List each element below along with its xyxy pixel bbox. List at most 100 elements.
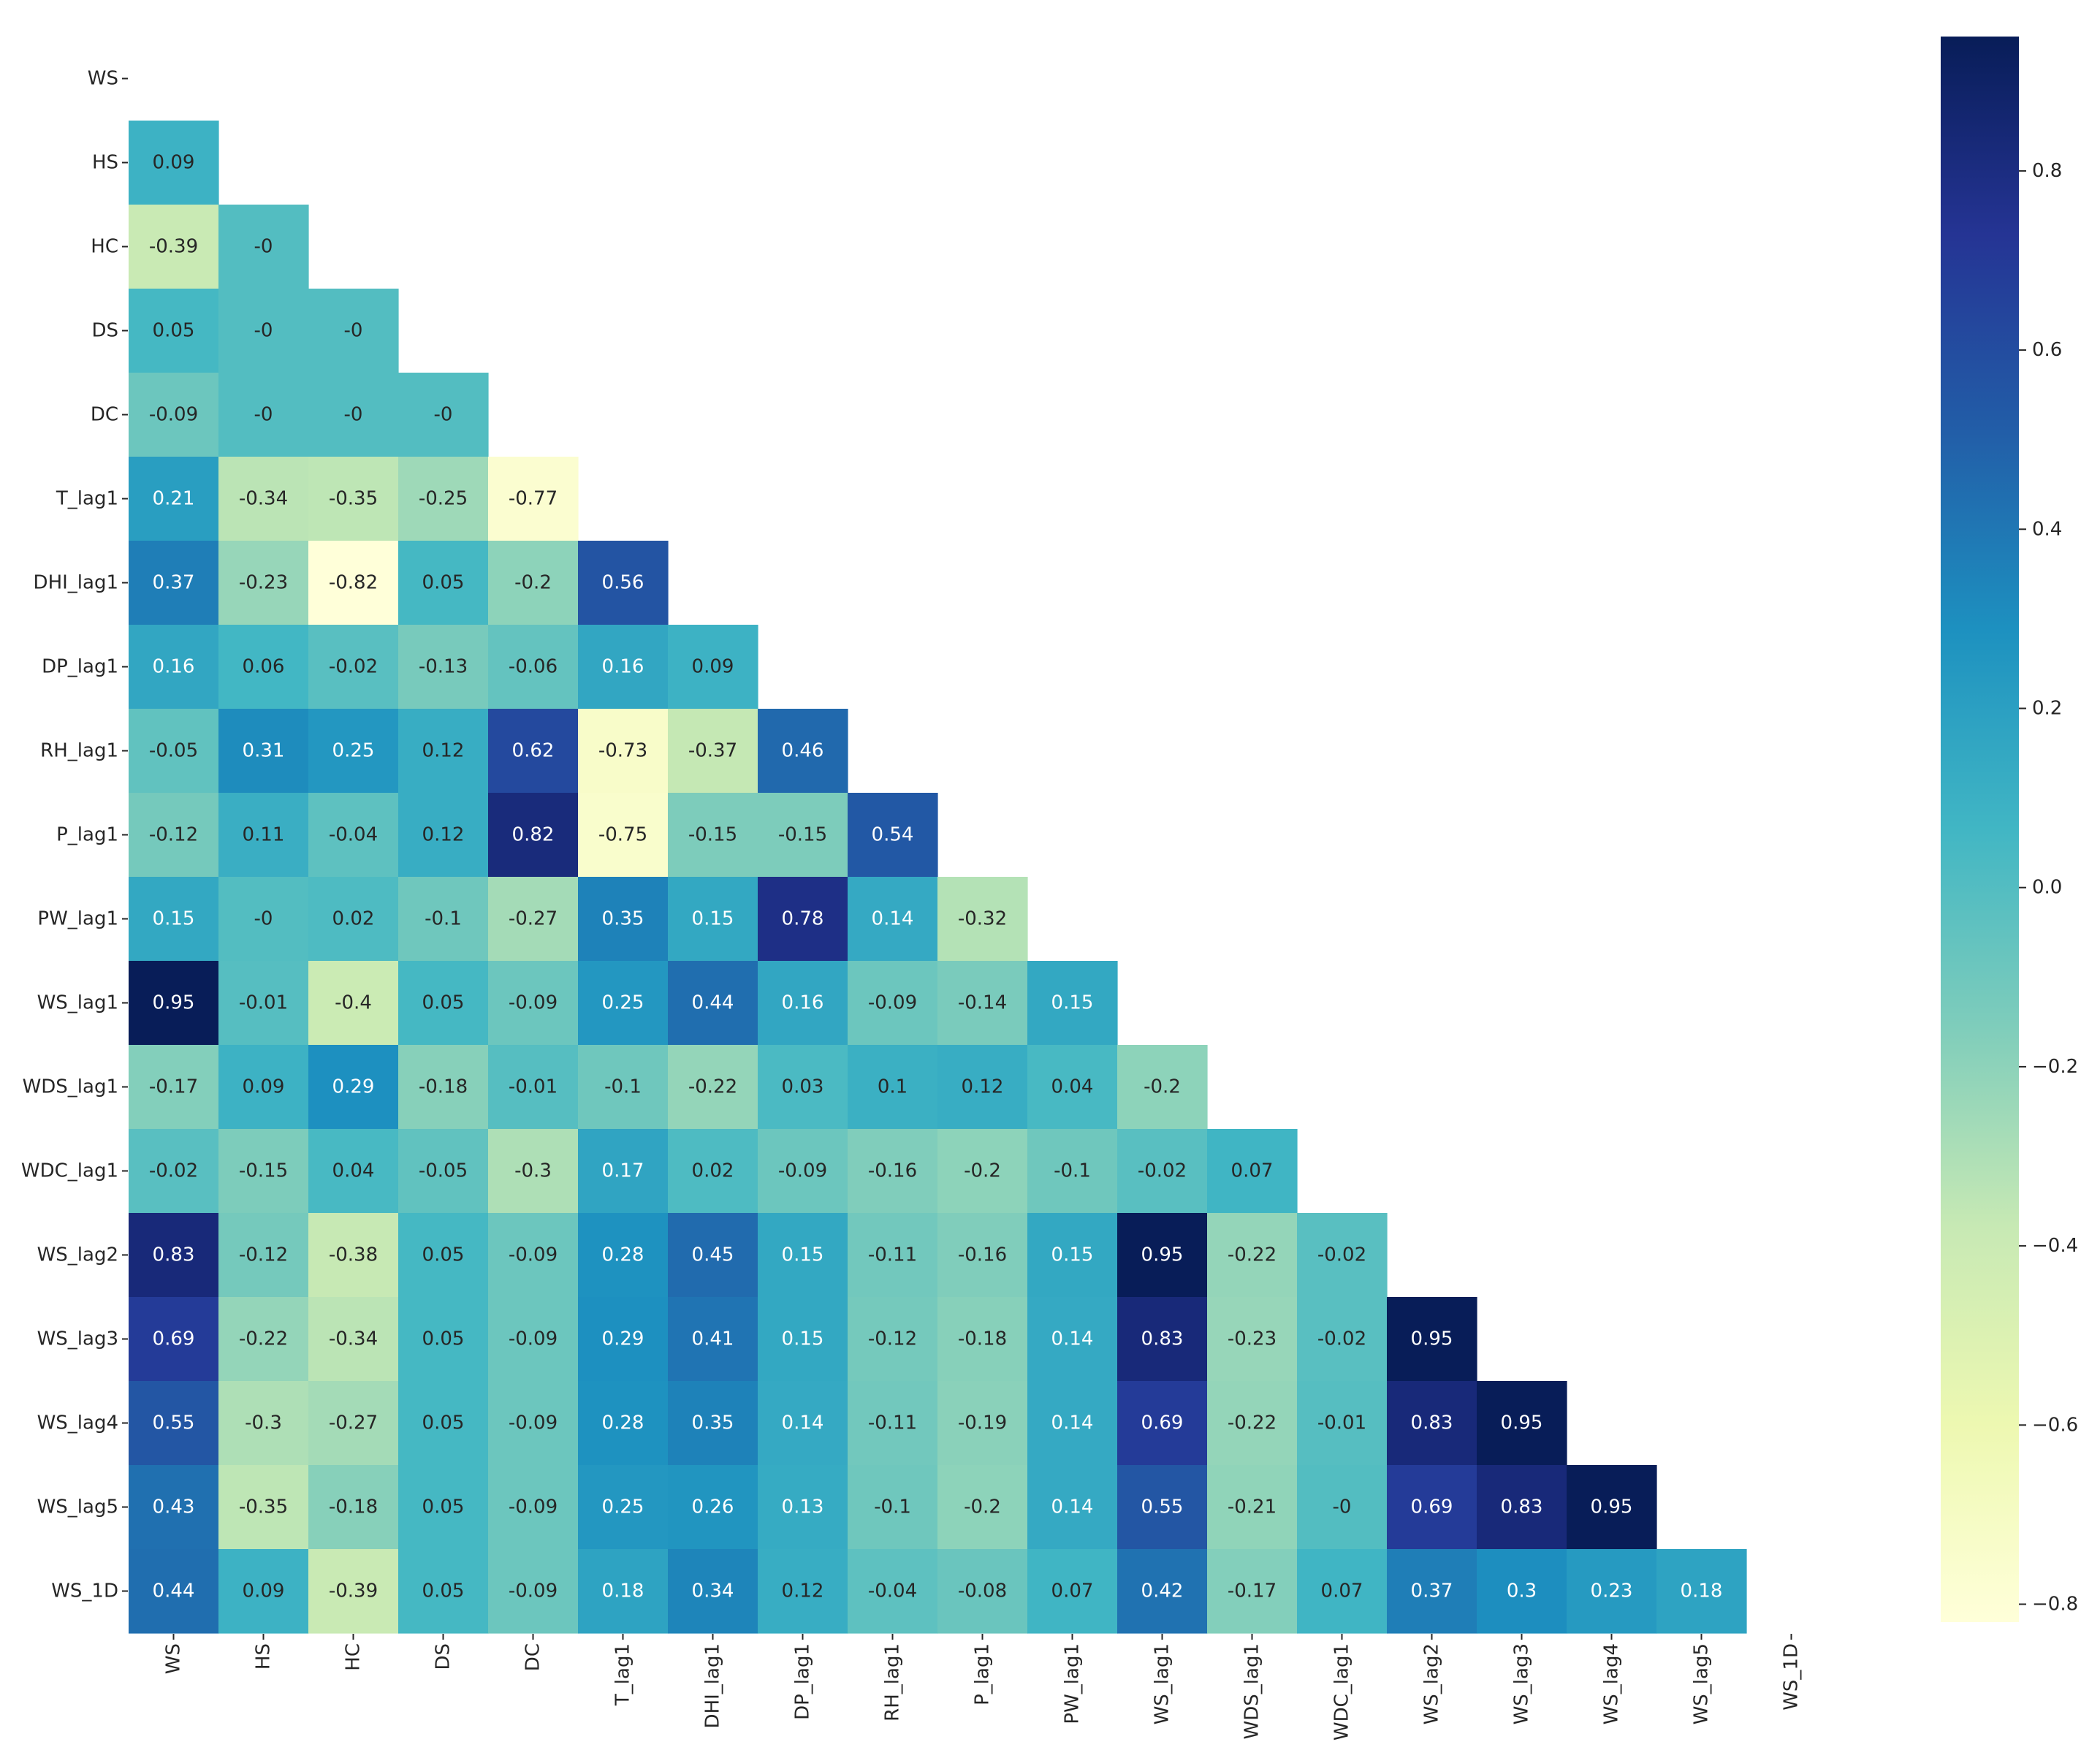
cell-value-label: 0.11 bbox=[243, 824, 285, 846]
heatmap-cell bbox=[129, 1465, 219, 1550]
heatmap-cell bbox=[488, 877, 579, 962]
cell-value-label: -0.09 bbox=[509, 1244, 558, 1266]
heatmap-cell bbox=[398, 541, 489, 625]
heatmap-cell bbox=[488, 1465, 579, 1550]
x-tick-label: WS_lag4 bbox=[1601, 1643, 1623, 1724]
heatmap-cell bbox=[1207, 1213, 1298, 1298]
heatmap-cell bbox=[1477, 1381, 1567, 1466]
cell-value-label: -0.12 bbox=[868, 1328, 917, 1350]
cell-value-label: -0.1 bbox=[1054, 1160, 1091, 1182]
cell-value-label: -0.14 bbox=[958, 992, 1007, 1014]
cell-value-label: -0.82 bbox=[329, 572, 378, 594]
cell-value-label: 0.35 bbox=[602, 908, 644, 930]
heatmap-cell bbox=[578, 709, 669, 794]
cell-value-label: -0.17 bbox=[1228, 1580, 1277, 1602]
heatmap-cell bbox=[398, 1381, 489, 1466]
cell-value-label: 0.3 bbox=[1507, 1580, 1537, 1602]
x-tick-label: WDC_lag1 bbox=[1331, 1643, 1353, 1741]
heatmap-cell bbox=[398, 625, 489, 709]
y-tick-label: RH_lag1 bbox=[40, 740, 118, 762]
heatmap-cell bbox=[848, 1297, 938, 1382]
heatmap-cell bbox=[308, 1465, 399, 1550]
cell-value-label: -0.08 bbox=[958, 1580, 1007, 1602]
heatmap-cell bbox=[758, 1213, 848, 1298]
cell-value-label: 0.16 bbox=[782, 992, 824, 1014]
cell-value-label: -0.22 bbox=[1228, 1244, 1277, 1266]
heatmap-cell bbox=[758, 1549, 848, 1634]
cell-value-label: -0.35 bbox=[329, 488, 378, 510]
heatmap-cell bbox=[1297, 1381, 1388, 1466]
cell-value-label: -0.3 bbox=[514, 1160, 552, 1182]
cell-value-label: 0.83 bbox=[1141, 1328, 1184, 1350]
cell-value-label: 0.25 bbox=[332, 740, 375, 762]
cell-value-label: -0.73 bbox=[598, 740, 647, 762]
heatmap-cell bbox=[1027, 1381, 1118, 1466]
heatmap-cell bbox=[398, 373, 489, 457]
cell-value-label: 0.23 bbox=[1591, 1580, 1633, 1602]
cell-value-label: 0.44 bbox=[692, 992, 734, 1014]
cell-value-label: -0.11 bbox=[868, 1244, 917, 1266]
y-tick-label: WS_lag2 bbox=[37, 1244, 118, 1266]
y-tick-label: T_lag1 bbox=[56, 488, 118, 510]
heatmap-cell bbox=[758, 793, 848, 878]
cell-value-label: -0.1 bbox=[874, 1496, 911, 1518]
cell-value-label: 0.82 bbox=[512, 824, 555, 846]
heatmap-cell bbox=[578, 1381, 669, 1466]
cell-value-label: 0.05 bbox=[422, 1496, 465, 1518]
cell-value-label: -0.3 bbox=[245, 1412, 282, 1434]
heatmap-cell bbox=[308, 457, 399, 541]
heatmap-cell bbox=[1207, 1549, 1298, 1634]
cell-value-label: 0.14 bbox=[1051, 1328, 1094, 1350]
cell-value-label: 0.95 bbox=[153, 992, 195, 1014]
heatmap-cell bbox=[488, 1213, 579, 1298]
heatmap-cell bbox=[758, 709, 848, 794]
heatmap-cell bbox=[129, 1381, 219, 1466]
heatmap-cell bbox=[129, 1549, 219, 1634]
heatmap-cell bbox=[1387, 1381, 1477, 1466]
heatmap-cell bbox=[578, 961, 669, 1046]
cell-value-label: 0.69 bbox=[153, 1328, 195, 1350]
heatmap-cell bbox=[398, 1129, 489, 1214]
cell-value-label: -0.1 bbox=[425, 908, 462, 930]
heatmap-cell bbox=[937, 877, 1028, 962]
heatmap-cell bbox=[308, 961, 399, 1046]
heatmap-cell bbox=[937, 1213, 1028, 1298]
x-tick-label: PW_lag1 bbox=[1062, 1643, 1084, 1724]
heatmap-cell bbox=[218, 373, 309, 457]
heatmap-cell bbox=[488, 457, 579, 541]
cell-value-label: 0.37 bbox=[1411, 1580, 1453, 1602]
cell-value-label: -0 bbox=[254, 404, 273, 426]
heatmap-cell bbox=[1117, 1297, 1208, 1382]
cell-value-label: -0 bbox=[254, 236, 273, 258]
heatmap-cell bbox=[308, 1297, 399, 1382]
cell-value-label: -0.02 bbox=[149, 1160, 198, 1182]
x-tick-label: WS bbox=[163, 1643, 185, 1674]
heatmap-cell bbox=[1207, 1297, 1298, 1382]
heatmap-cell bbox=[937, 1381, 1028, 1466]
cell-value-label: 0.03 bbox=[782, 1076, 824, 1098]
heatmap-cell bbox=[848, 1549, 938, 1634]
x-tick-label: DP_lag1 bbox=[792, 1643, 814, 1720]
heatmap-cell bbox=[668, 877, 758, 962]
heatmap-cell bbox=[1117, 1045, 1208, 1130]
heatmap-cell bbox=[129, 877, 219, 962]
heatmap-cell bbox=[668, 1213, 758, 1298]
cell-value-label: 0.05 bbox=[422, 1244, 465, 1266]
heatmap-cell bbox=[758, 877, 848, 962]
heatmap-cell bbox=[1027, 1213, 1118, 1298]
cell-value-label: -0.01 bbox=[239, 992, 288, 1014]
cell-value-label: 0.44 bbox=[153, 1580, 195, 1602]
cell-value-label: 0.46 bbox=[782, 740, 824, 762]
heatmap-cell bbox=[937, 1549, 1028, 1634]
heatmap-cell bbox=[218, 1549, 309, 1634]
heatmap-cell bbox=[398, 1549, 489, 1634]
heatmap-cell bbox=[758, 961, 848, 1046]
cell-value-label: -0.09 bbox=[509, 1580, 558, 1602]
heatmap-cell bbox=[218, 289, 309, 373]
y-axis-tick-labels: WS HS HC DS DC T_lag1 DHI_lag1 DP_lag1 RH_lag1 P_… bbox=[21, 68, 128, 1602]
heatmap-cell bbox=[848, 1213, 938, 1298]
heatmap-cell bbox=[488, 1549, 579, 1634]
cell-value-label: -0.09 bbox=[509, 1412, 558, 1434]
heatmap-cell bbox=[398, 1213, 489, 1298]
heatmap-cell bbox=[218, 205, 309, 289]
